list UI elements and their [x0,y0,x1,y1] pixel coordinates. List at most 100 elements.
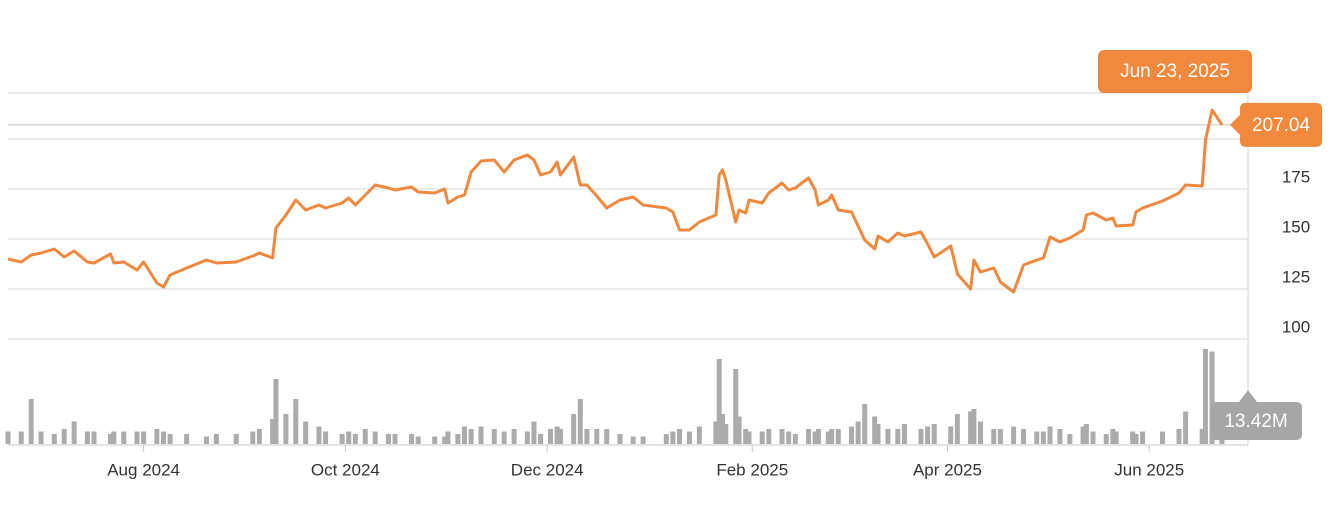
volume-bar [372,431,378,444]
volume-bar [971,409,977,444]
volume-bar [1040,431,1046,444]
x-tick-label: Dec 2024 [511,460,584,479]
tags: 207.04 Jun 23, 2025 13.42M [1098,50,1322,440]
volume-bar [931,424,937,444]
x-tick-label: Oct 2024 [311,460,380,479]
volume-bar [584,429,590,444]
volume-bar [779,429,785,444]
volume-bar [91,431,97,444]
volume-bar [954,414,960,444]
volume-bar [442,436,448,444]
volume-bar [766,429,772,444]
volume-bar [1034,431,1040,444]
volume-bar [901,424,907,444]
price-tag-bg [1230,102,1322,147]
volume-bar [746,431,752,444]
volume-bar [28,399,34,444]
volume-bar [415,436,421,444]
x-tick-label: Feb 2025 [716,460,788,479]
volume-bar [432,436,438,444]
volume-bar [978,421,984,444]
volume-bar [273,379,279,444]
volume-bar [184,434,190,444]
volume-bar [409,434,415,444]
volume-bar [895,429,901,444]
volume-bar [829,429,835,444]
volume-bar [1083,424,1089,444]
volume-bar [1202,349,1208,444]
volume-bar [250,431,256,444]
volume-bar [51,434,57,444]
volume-bar [524,431,530,444]
volume-bar [640,436,646,444]
volume-bar [61,429,67,444]
volume-bar [571,414,577,444]
volume-bar [233,434,239,444]
volume-bar [352,434,358,444]
volume-bar [885,429,891,444]
y-tick-label: 150 [1282,217,1310,236]
volume-bar [293,399,299,444]
volume-bar [1011,426,1017,444]
volume-bar [720,414,726,444]
y-tick-label: 125 [1282,267,1310,286]
volume-bar [256,429,262,444]
volume-bar [270,419,276,444]
date-tag-label: Jun 23, 2025 [1120,61,1230,82]
volume-bar [1140,431,1146,444]
y-tick-label: 100 [1282,317,1310,336]
volume-bar [835,429,841,444]
volume-bar [84,431,90,444]
volume-bar [538,434,544,444]
volume-bar [1103,434,1109,444]
volume-bar [1159,431,1165,444]
volume-bar [71,421,77,444]
volume-bar [1113,431,1119,444]
volume-bar [134,431,140,444]
volume-bar [1130,431,1136,444]
volume-bar [203,436,209,444]
volume-bar [918,429,924,444]
volume-bar [362,429,368,444]
volume-bar [1067,434,1073,444]
volume-bar [677,429,683,444]
volume-bar [554,426,560,444]
volume-bar [108,434,114,444]
volume-bar [1133,434,1139,444]
volume-bar [547,429,553,444]
volume-bar [385,434,391,444]
volume-tag-label: 13.42M [1224,411,1287,432]
volume-bar [445,431,451,444]
volume-bar [468,429,474,444]
volume-bar [716,359,722,444]
volume-bar [997,429,1003,444]
price-tag-label: 207.04 [1252,115,1311,136]
volume-bar [392,434,398,444]
volume-bar [303,421,309,444]
volume-bar [154,429,160,444]
volume-bar [855,421,861,444]
volume-bar [455,434,461,444]
volume-bar [696,426,702,444]
volume-bar [461,426,467,444]
volume-bar [160,431,166,444]
volume-bar [1080,426,1086,444]
volume-bar [5,431,11,444]
volume-bar [339,434,345,444]
volume-bar [733,369,739,444]
volume-bar [743,429,749,444]
volume-bar [1021,429,1027,444]
volume-bar [792,434,798,444]
volume-bar [948,426,954,444]
volume-bar [670,431,676,444]
volume-bar [1209,351,1215,444]
volume-bar [1090,431,1096,444]
volume-bar [849,426,855,444]
price-line [7,108,1224,294]
volume-bar [141,431,147,444]
volume-bar [283,414,289,444]
volume-bar [121,431,127,444]
volume-bar [713,421,719,444]
volume-bar [557,429,563,444]
volume-bar [875,424,881,444]
